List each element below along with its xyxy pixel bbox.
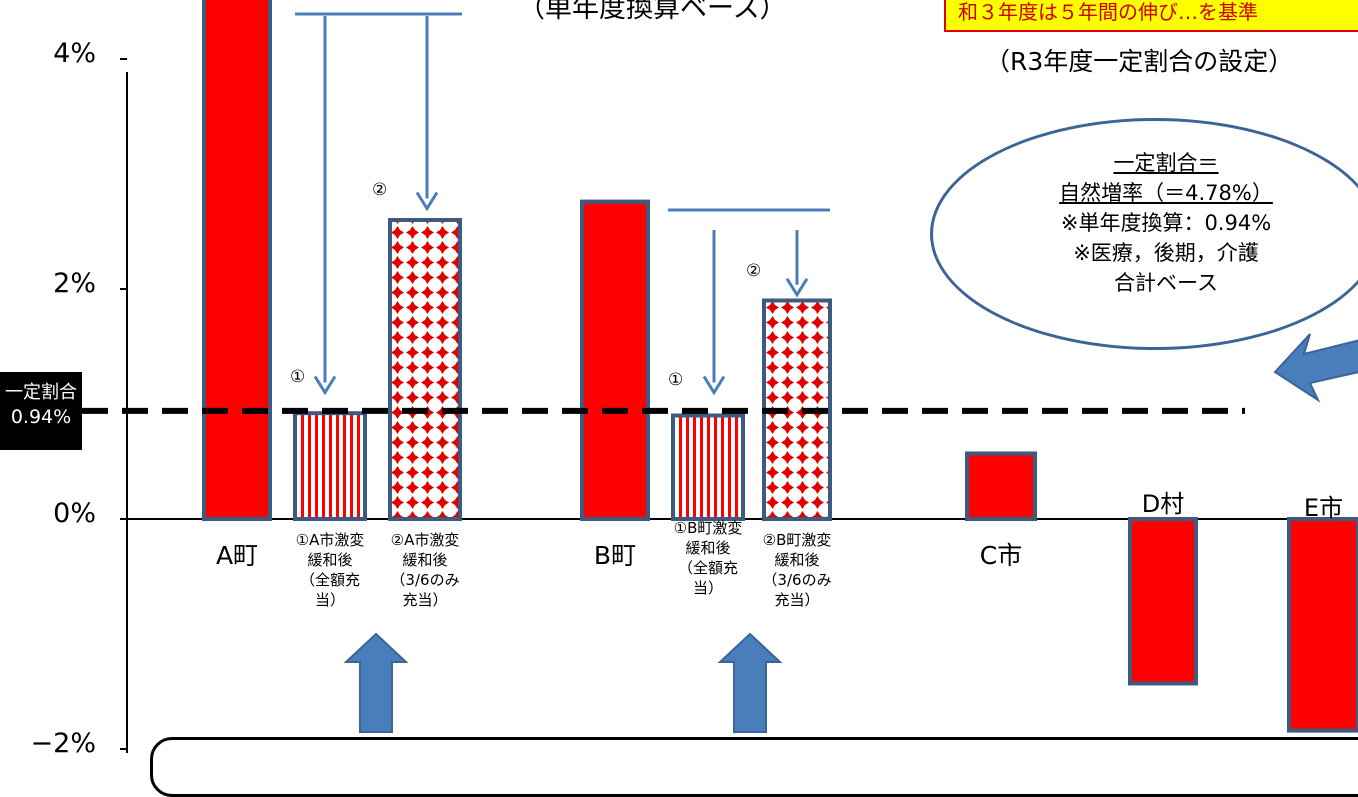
bar-marker: ① bbox=[668, 370, 683, 390]
callout-line-1: 一定割合＝ bbox=[968, 148, 1358, 178]
bar bbox=[390, 220, 460, 519]
bar bbox=[673, 416, 743, 520]
bar-label: D村 bbox=[1103, 484, 1223, 519]
bar-marker: ② bbox=[746, 261, 761, 281]
note-box: 和３年度は５年間の伸び…を基準 bbox=[944, 0, 1358, 32]
threshold-label-box: 一定割合 0.94% bbox=[0, 372, 82, 450]
up-arrow bbox=[720, 634, 780, 732]
y-tick-label: 4% bbox=[4, 38, 96, 69]
threshold-label-line1: 一定割合 bbox=[0, 381, 82, 405]
bar bbox=[1130, 519, 1196, 683]
y-tick-label: −2% bbox=[4, 728, 96, 759]
bottom-text-box bbox=[150, 737, 1358, 797]
bar-label: B町 bbox=[555, 536, 675, 572]
y-tick-label: 2% bbox=[4, 268, 96, 299]
bar-label: ②B町激変 緩和後 （3/6のみ 充当） bbox=[751, 530, 843, 610]
bar-label: E市 bbox=[1264, 488, 1358, 523]
threshold-label-line2: 0.94% bbox=[0, 405, 82, 429]
bar-label: ②A市激変 緩和後 （3/6のみ 充当） bbox=[379, 530, 471, 610]
bar-marker: ① bbox=[290, 367, 305, 387]
bar bbox=[295, 413, 365, 519]
bar-label: A町 bbox=[177, 536, 297, 572]
bar bbox=[582, 202, 648, 519]
callout-text: 一定割合＝ 自然増率（＝4.78%） ※単年度換算：0.94% ※医療，後期，介… bbox=[968, 148, 1358, 298]
chart-title-fragment: （単年度換算ベース） bbox=[518, 0, 787, 25]
bar-label: ①B町激変 緩和後 （全額充 当） bbox=[662, 518, 754, 598]
callout-line-3: ※単年度換算：0.94% bbox=[968, 208, 1358, 238]
bar-label: C市 bbox=[941, 536, 1061, 572]
bar bbox=[204, 0, 270, 519]
bar bbox=[967, 453, 1035, 519]
callout-line-2: 自然増率（＝4.78%） bbox=[968, 178, 1358, 208]
y-tick-label: 0% bbox=[4, 498, 96, 529]
setting-label: （R3年度一定割合の設定） bbox=[985, 42, 1293, 78]
callout-line-4: ※医療，後期，介護 bbox=[968, 238, 1358, 268]
bar bbox=[1289, 519, 1358, 731]
up-arrow bbox=[346, 634, 406, 732]
callout-line-5: 合計ベース bbox=[968, 268, 1358, 298]
bar-marker: ② bbox=[372, 180, 387, 200]
bar-label: ①A市激変 緩和後 （全額充 当） bbox=[284, 530, 376, 610]
callout-arrow bbox=[1275, 334, 1358, 400]
